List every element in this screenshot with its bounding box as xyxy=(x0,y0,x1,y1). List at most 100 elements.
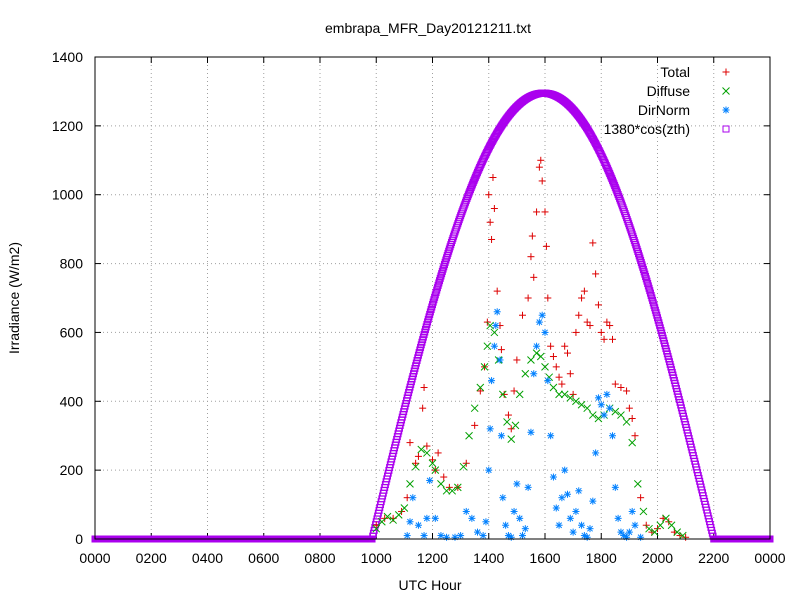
cos-zth-point xyxy=(636,254,644,262)
total-point xyxy=(471,421,479,429)
diffuse-point xyxy=(486,321,495,330)
dirnorm-point xyxy=(617,528,625,536)
dirnorm-point xyxy=(496,356,504,364)
diffuse-point xyxy=(594,414,603,423)
total-point xyxy=(485,191,493,199)
x-tick-label: 0800 xyxy=(304,550,335,566)
diffuse-point xyxy=(645,524,653,533)
cos-zth-point xyxy=(630,237,638,245)
total-point xyxy=(524,294,532,302)
cos-zth-point xyxy=(649,296,657,304)
cos-zth-point xyxy=(634,247,642,255)
plot-border xyxy=(94,56,771,540)
diffuse-point xyxy=(639,507,648,516)
diffuse-point xyxy=(662,514,670,523)
cos-zth-point xyxy=(431,291,439,299)
total-point xyxy=(592,270,600,278)
diffuse-point xyxy=(549,383,558,392)
dirnorm-point xyxy=(572,507,580,515)
total-point xyxy=(537,156,545,164)
total-point xyxy=(434,449,442,457)
cos-zth-point xyxy=(428,303,436,311)
total-point xyxy=(631,432,639,440)
total-point xyxy=(609,335,616,343)
cos-zth-point xyxy=(610,180,618,188)
diffuse-point xyxy=(650,528,659,536)
diffuse-point xyxy=(667,521,676,530)
x-tick-label: 1400 xyxy=(473,550,504,566)
diffuse-point xyxy=(490,328,499,337)
x-tick-label: 0000 xyxy=(79,550,110,566)
diffuse-point xyxy=(483,342,492,351)
diffuse-point xyxy=(622,418,631,426)
cos-zth-point xyxy=(646,287,654,295)
total-point xyxy=(600,335,608,343)
legend-marker xyxy=(722,125,730,133)
diffuse-point xyxy=(406,480,414,488)
dirnorm-point xyxy=(414,521,422,529)
diffuse-point xyxy=(628,438,637,447)
dirnorm-point xyxy=(527,428,535,436)
dirnorm-point xyxy=(558,494,566,502)
total-point xyxy=(533,208,541,216)
x-tick-label: 0000 xyxy=(754,550,785,566)
dirnorm-point xyxy=(589,497,597,505)
dirnorm-point xyxy=(555,521,563,529)
y-tick-label: 1200 xyxy=(52,118,83,134)
total-point xyxy=(611,380,619,388)
dirnorm-point xyxy=(552,504,560,512)
dirnorm-point xyxy=(516,514,524,522)
cos-zth-point xyxy=(646,289,654,297)
dirnorm-point xyxy=(538,311,546,319)
cos-zth-point xyxy=(436,277,444,285)
total-point xyxy=(682,533,690,541)
cos-zth-point xyxy=(650,301,658,309)
total-point xyxy=(561,342,569,350)
dirnorm-point xyxy=(423,514,431,522)
total-point xyxy=(476,387,484,395)
dirnorm-point xyxy=(530,370,538,378)
cos-zth-point xyxy=(443,252,451,260)
total-point xyxy=(541,208,549,216)
total-point xyxy=(575,311,583,319)
x-tick-label: 0200 xyxy=(136,550,167,566)
legend-label: Diffuse xyxy=(647,83,691,99)
cos-zth-point xyxy=(466,187,474,195)
diffuse-point xyxy=(437,480,445,488)
total-point xyxy=(486,218,494,226)
diffuse-point xyxy=(656,521,665,530)
diffuse-point xyxy=(588,411,597,419)
cos-zth-point xyxy=(652,309,660,317)
dirnorm-point xyxy=(492,322,500,330)
cos-zth-point xyxy=(442,256,450,264)
dirnorm-point xyxy=(566,514,574,522)
cos-zth-point xyxy=(431,293,439,301)
diffuse-point xyxy=(617,411,625,419)
diffuse-point xyxy=(673,528,682,536)
dirnorm-point xyxy=(535,318,543,326)
y-tick-label: 0 xyxy=(75,531,83,547)
cos-zth-point xyxy=(648,294,656,302)
dirnorm-point xyxy=(547,432,555,440)
diffuse-point xyxy=(566,393,575,402)
cos-zth-point xyxy=(649,299,657,307)
cos-zth-point xyxy=(635,252,643,260)
total-point xyxy=(419,404,427,412)
total-point xyxy=(507,425,515,433)
diffuse-point xyxy=(453,483,462,492)
dirnorm-point xyxy=(497,432,505,440)
x-tick-label: 2200 xyxy=(698,550,729,566)
total-point xyxy=(594,301,602,309)
y-tick-label: 600 xyxy=(60,324,84,340)
cos-zth-point xyxy=(464,193,472,201)
dirnorm-point xyxy=(488,377,496,385)
diffuse-point xyxy=(633,480,642,488)
dirnorm-point xyxy=(443,533,451,541)
cos-zth-point xyxy=(644,282,652,290)
cos-zth-point xyxy=(424,315,432,323)
dirnorm-point xyxy=(600,411,608,419)
dirnorm-point xyxy=(586,525,594,533)
legend-label: DirNorm xyxy=(638,102,690,118)
cos-zth-point xyxy=(433,284,441,292)
cos-zth-point xyxy=(444,249,452,257)
